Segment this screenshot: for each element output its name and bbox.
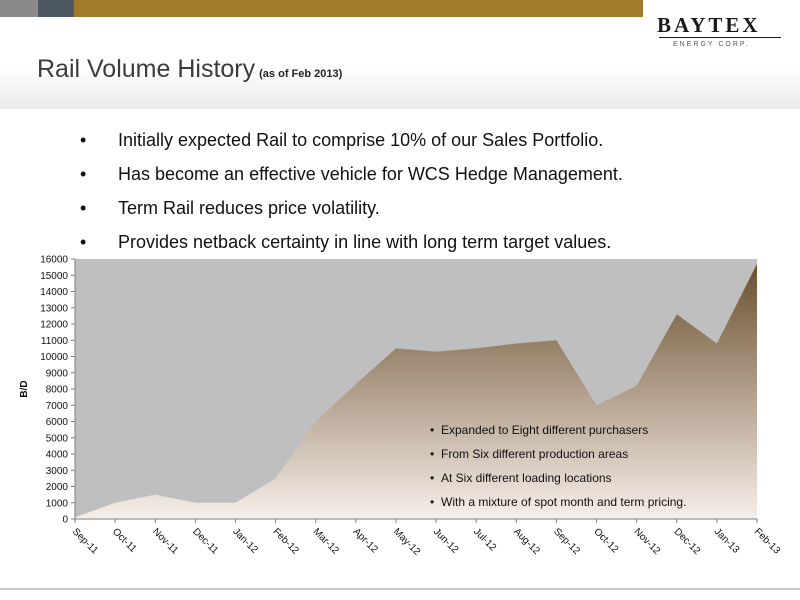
bullet-item: • Has become an effective vehicle for WCS… bbox=[80, 162, 623, 196]
chart-annotation-box: • Expanded to Eight different purchasers … bbox=[430, 422, 686, 518]
x-tick-label: Jan-12 bbox=[230, 526, 260, 556]
x-tick-label: Oct-11 bbox=[110, 526, 139, 555]
bullet-dot-icon: • bbox=[80, 232, 87, 252]
annotation-text: With a mixture of spot month and term pr… bbox=[441, 495, 687, 509]
x-tick-label: Dec-12 bbox=[672, 526, 703, 557]
y-tick-label: 0 bbox=[62, 515, 68, 526]
x-tick-label: Nov-11 bbox=[150, 526, 180, 556]
series-area bbox=[75, 263, 757, 519]
annotation-text: Expanded to Eight different purchasers bbox=[441, 423, 649, 437]
annotation-item: • With a mixture of spot month and term p… bbox=[430, 494, 686, 518]
x-tick-label: Dec-11 bbox=[190, 526, 220, 556]
x-tick-label: Feb-12 bbox=[270, 526, 300, 556]
x-tick-label: Jan-13 bbox=[712, 526, 742, 556]
annotation-item: • From Six different production areas bbox=[430, 446, 686, 470]
top-bar-dark-block bbox=[38, 0, 74, 17]
x-tick-label: Oct-12 bbox=[591, 526, 620, 555]
slide-title: Rail Volume History (as of Feb 2013) bbox=[37, 55, 342, 84]
bullet-text: Has become an effective vehicle for WCS … bbox=[118, 164, 623, 184]
bullet-item: • Term Rail reduces price volatility. bbox=[80, 196, 623, 230]
logo-main-text: BAYTEX bbox=[657, 13, 761, 37]
y-tick-label: 2000 bbox=[46, 482, 69, 493]
y-tick-label: 11000 bbox=[41, 336, 69, 347]
company-logo: BAYTEX ENERGY CORP. bbox=[643, 0, 800, 60]
y-tick-label: 15000 bbox=[40, 271, 68, 282]
bullet-item: • Provides netback certainty in line with… bbox=[80, 230, 623, 264]
y-tick-label: 14000 bbox=[40, 287, 68, 298]
y-tick-label: 4000 bbox=[46, 450, 69, 461]
x-tick-label: Sep-12 bbox=[551, 526, 582, 557]
x-tick-label: Aug-12 bbox=[511, 526, 542, 557]
x-tick-label: Mar-12 bbox=[311, 526, 341, 556]
y-tick-label: 6000 bbox=[46, 417, 69, 428]
x-tick-label: Feb-13 bbox=[752, 526, 782, 556]
y-tick-label: 16000 bbox=[40, 255, 68, 266]
bullet-text: Initially expected Rail to comprise 10% … bbox=[118, 130, 604, 150]
logo-divider bbox=[659, 37, 781, 38]
y-tick-label: 7000 bbox=[46, 401, 69, 412]
bullet-dot-icon: • bbox=[80, 130, 87, 150]
y-tick-label: 1000 bbox=[46, 498, 69, 509]
annotation-dot-icon: • bbox=[430, 423, 435, 437]
x-tick-label: Apr-12 bbox=[351, 526, 380, 555]
annotation-text: At Six different loading locations bbox=[441, 471, 612, 485]
logo-sub-text: ENERGY CORP. bbox=[673, 41, 750, 48]
x-tick-label: Nov-12 bbox=[632, 526, 663, 557]
slide-subtitle: (as of Feb 2013) bbox=[259, 68, 343, 80]
x-tick-label: May-12 bbox=[391, 526, 423, 558]
annotation-dot-icon: • bbox=[430, 471, 435, 485]
bullet-item: • Initially expected Rail to comprise 10%… bbox=[80, 128, 623, 162]
y-tick-label: 8000 bbox=[46, 385, 69, 396]
x-tick-label: Jul-12 bbox=[471, 526, 498, 553]
top-bar-gray-block bbox=[0, 0, 38, 17]
annotation-item: • At Six different loading locations bbox=[430, 470, 686, 494]
bullet-text: Provides netback certainty in line with … bbox=[118, 232, 612, 252]
y-tick-label: 3000 bbox=[46, 466, 69, 477]
footer-divider bbox=[0, 588, 800, 590]
top-color-bar bbox=[0, 0, 643, 17]
rail-volume-chart: 0 1000 2000 3000 4000 5000 6000 7000 8000 9000 100… bbox=[19, 255, 782, 559]
y-tick-label: 12000 bbox=[40, 320, 68, 331]
y-tick-label: 5000 bbox=[46, 433, 69, 444]
y-tick-label: 13000 bbox=[40, 303, 68, 314]
bullet-dot-icon: • bbox=[80, 164, 87, 184]
slide-title-text: Rail Volume History bbox=[37, 55, 256, 83]
y-tick-label: 9000 bbox=[46, 368, 69, 379]
bullet-list: • Initially expected Rail to comprise 10%… bbox=[80, 128, 623, 264]
y-tick-label: 10000 bbox=[40, 352, 68, 363]
x-tick-label: Sep-11 bbox=[70, 526, 100, 556]
x-tick-label: Jun-12 bbox=[431, 526, 461, 556]
bullet-text: Term Rail reduces price volatility. bbox=[118, 198, 380, 218]
y-axis-label: B/D bbox=[19, 380, 30, 397]
annotation-text: From Six different production areas bbox=[441, 447, 629, 461]
annotation-item: • Expanded to Eight different purchasers bbox=[430, 422, 686, 446]
annotation-dot-icon: • bbox=[430, 495, 435, 509]
annotation-dot-icon: • bbox=[430, 447, 435, 461]
bullet-dot-icon: • bbox=[80, 198, 87, 218]
